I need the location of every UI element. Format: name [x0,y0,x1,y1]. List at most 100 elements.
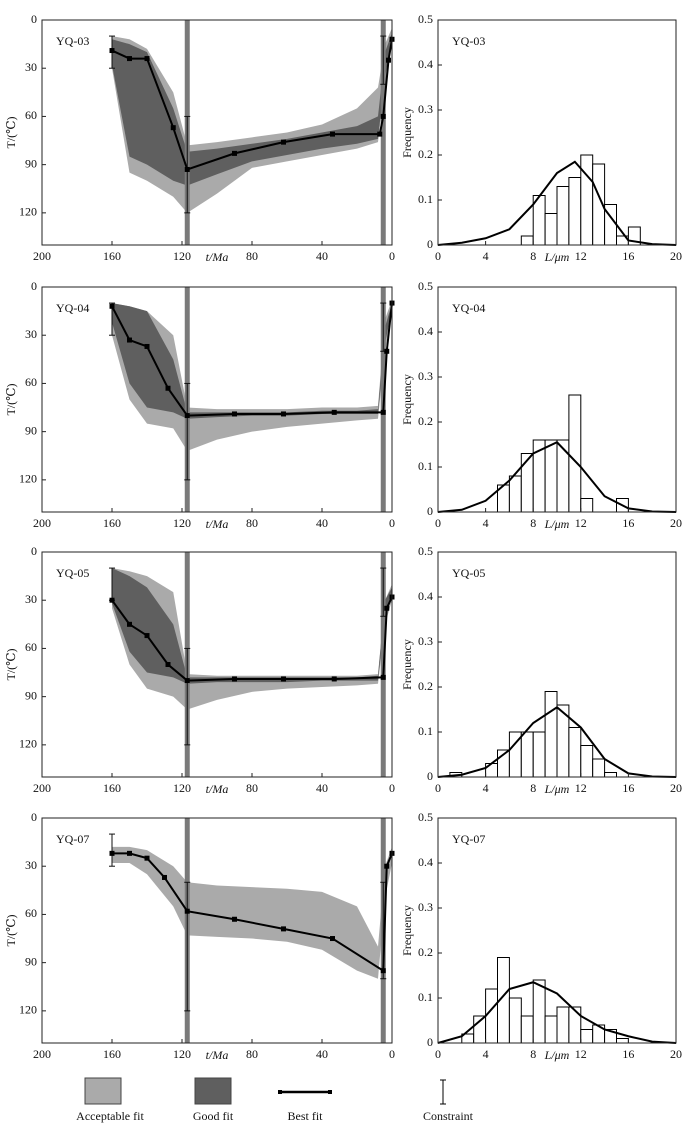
panel-title: YQ-07 [56,832,89,846]
best-fit-marker [109,48,115,54]
histogram-bar [556,186,570,246]
y-tick-label: 0.2 [418,147,433,161]
x-tick-label: 16 [622,249,634,263]
x-tick-label: 4 [483,516,489,530]
histogram-bar [556,1006,570,1044]
y-tick-label: 0 [31,279,37,293]
best-fit-marker [184,678,190,684]
panel: 200 160 120 80 40 0 0 30 60 90 120 t/Ma T/(℃) YQ-05 [4,544,395,796]
x-tick-label: 20 [670,1047,682,1061]
best-fit-marker [232,916,237,922]
panel: 0 4 8 12 16 20 0 0.1 0.2 0.3 0.4 0.5 L/μm Frequency YQ… [400,12,682,264]
x-tick-label: 8 [530,1047,536,1061]
histogram-bar [568,177,582,246]
panel-title: YQ-05 [452,566,485,580]
fit-band [112,303,392,419]
y-tick-label: 0.1 [418,724,433,738]
histogram-bar [604,772,617,778]
constraint [184,382,191,481]
best-fit-marker [109,303,115,309]
x-tick-label: 4 [483,1047,489,1061]
panel: 0 4 8 12 16 20 0 0.1 0.2 0.3 0.4 0.5 L/μm Frequency YQ… [400,810,682,1062]
y-tick-label: 120 [19,737,37,751]
y-tick-label: 0.3 [418,634,433,648]
best-fit-marker [380,409,386,415]
best-fit-marker [377,131,383,137]
y-tick-label: 0.3 [418,369,433,383]
y-tick-label: 0 [427,504,433,518]
y-tick-label: 0.5 [418,544,433,558]
x-tick-label: 160 [103,781,121,795]
x-tick-label: 0 [389,516,395,530]
x-tick-label: 160 [103,516,121,530]
legend-swatch [84,1077,122,1105]
y-tick-label: 0.1 [418,990,433,1004]
x-axis-label: L/μm [544,517,570,531]
x-tick-label: 0 [435,1047,441,1061]
x-tick-label: 12 [575,781,587,795]
x-axis-label: t/Ma [206,250,229,264]
x-tick-label: 4 [483,781,489,795]
histogram-bar [508,997,522,1044]
best-fit-marker [184,908,190,914]
x-tick-label: 200 [33,1047,51,1061]
y-axis-label: T/(℃) [4,116,18,148]
y-tick-label: 60 [25,108,37,122]
best-fit-marker [380,674,386,680]
x-tick-label: 12 [575,1047,587,1061]
x-tick-label: 0 [435,249,441,263]
panel: 200 160 120 80 40 0 0 30 60 90 120 t/Ma T/(℃) YQ-07 [4,810,395,1062]
y-tick-label: 0 [31,810,37,824]
best-fit-marker [380,113,386,119]
y-tick-label: 0.4 [418,589,433,603]
y-axis-label: T/(℃) [4,914,18,946]
y-tick-label: 60 [25,640,37,654]
histogram-bar [532,731,546,778]
y-tick-label: 0.1 [418,459,433,473]
y-axis-label: Frequency [400,107,414,158]
legend-marker [278,1090,282,1094]
x-tick-label: 16 [622,1047,634,1061]
y-tick-label: 60 [25,906,37,920]
x-axis-label: t/Ma [206,517,229,531]
best-fit-marker [127,56,132,62]
x-tick-label: 200 [33,249,51,263]
legend-label: Good fit [193,1109,234,1123]
panel-title: YQ-03 [56,34,89,48]
best-fit-marker [386,57,391,63]
plot-frame [437,817,677,1044]
constraint [184,647,191,746]
x-tick-label: 20 [670,516,682,530]
plot-frame [41,551,393,778]
x-axis-label: L/μm [544,782,570,796]
x-axis-label: L/μm [544,250,570,264]
y-tick-label: 120 [19,205,37,219]
best-fit-marker [232,411,237,417]
best-fit-marker [144,343,150,349]
y-tick-label: 0.3 [418,102,433,116]
histogram-bar [544,691,558,778]
best-fit-marker [184,413,190,419]
best-fit-marker [232,676,237,682]
x-tick-label: 120 [173,781,191,795]
x-axis-label: t/Ma [206,1048,229,1062]
best-fit-marker [144,855,150,861]
y-tick-label: 0.3 [418,900,433,914]
plot-frame [41,19,393,246]
x-tick-label: 160 [103,1047,121,1061]
x-tick-label: 20 [670,249,682,263]
y-tick-label: 120 [19,1003,37,1017]
best-fit-marker [127,337,132,343]
x-tick-label: 80 [246,781,258,795]
x-tick-label: 160 [103,249,121,263]
x-tick-label: 12 [575,516,587,530]
y-tick-label: 0.2 [418,679,433,693]
y-axis-label: Frequency [400,905,414,956]
plot-frame [41,817,393,1044]
x-tick-label: 0 [435,516,441,530]
histogram-bar [568,394,582,513]
y-axis-label: T/(℃) [4,383,18,415]
x-tick-label: 8 [530,516,536,530]
best-fit-marker [331,676,337,682]
y-tick-label: 0 [427,769,433,783]
